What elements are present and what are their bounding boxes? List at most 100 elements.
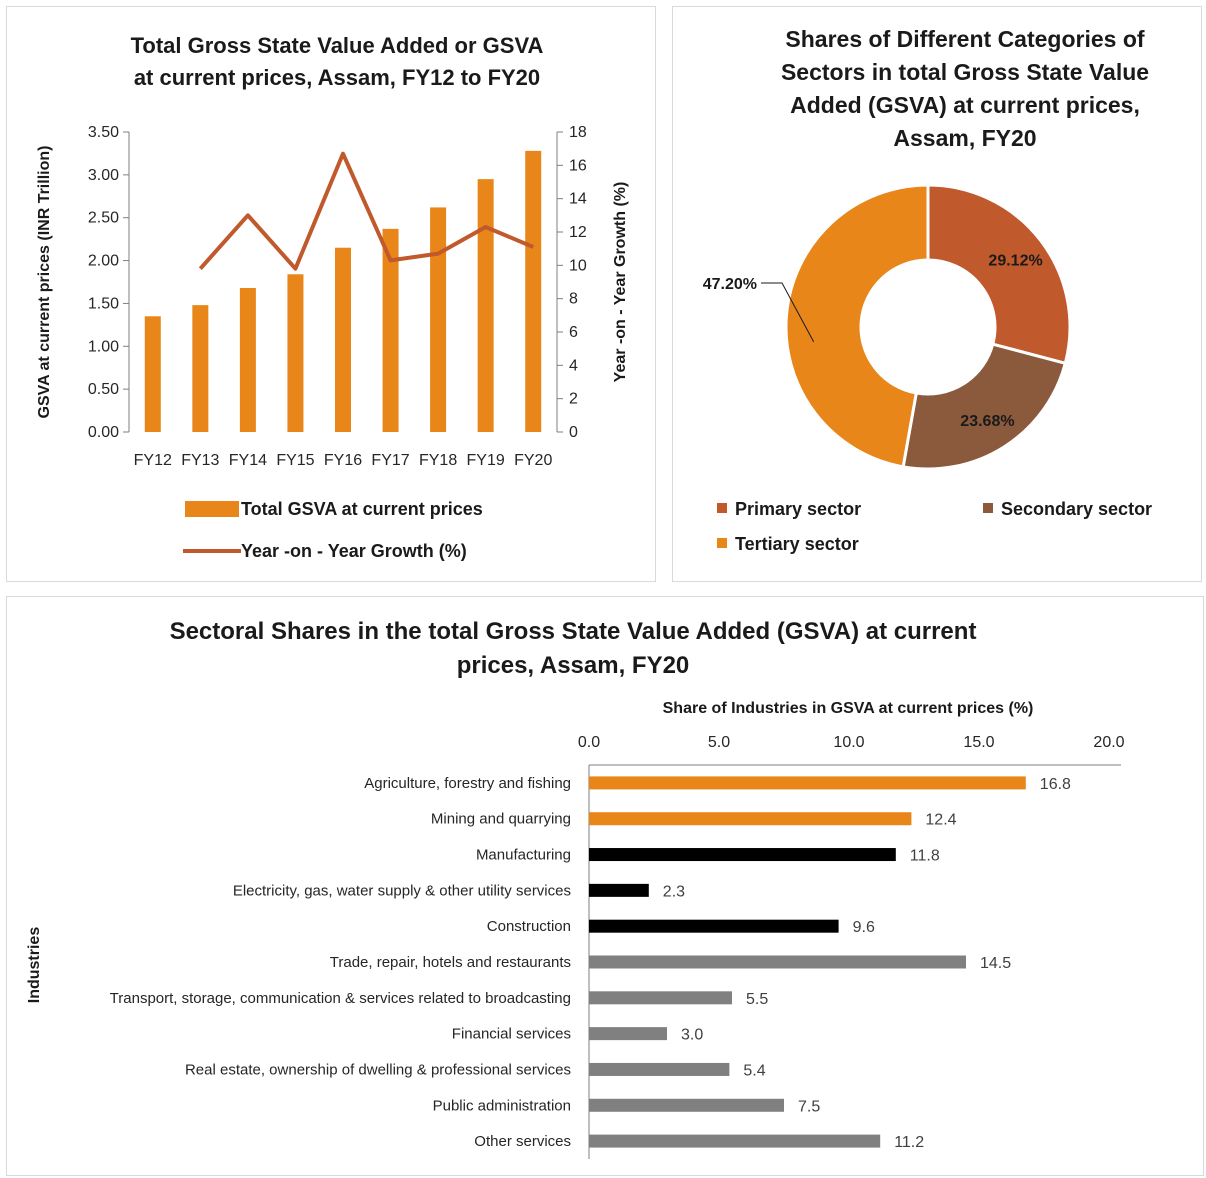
industry-category-label: Electricity, gas, water supply & other u… bbox=[233, 882, 571, 899]
x-tick-label: 15.0 bbox=[963, 734, 994, 751]
legend-label: Primary sector bbox=[735, 499, 861, 519]
x-tick-label: FY20 bbox=[514, 452, 552, 469]
donut-title-line: Sectors in total Gross State Value bbox=[781, 59, 1149, 85]
industry-bar bbox=[589, 1134, 881, 1148]
industry-category-label: Other services bbox=[474, 1133, 571, 1150]
left-y-tick-label: 1.50 bbox=[88, 295, 119, 312]
industry-bar bbox=[589, 955, 966, 969]
x-tick-label: FY19 bbox=[467, 452, 505, 469]
legend-label: Secondary sector bbox=[1001, 499, 1152, 519]
x-tick-label: 20.0 bbox=[1093, 734, 1124, 751]
industry-bar bbox=[589, 1098, 784, 1112]
right-y-tick-label: 10 bbox=[569, 257, 587, 274]
gsva-bar bbox=[382, 228, 399, 432]
donut-slice bbox=[901, 342, 1068, 471]
legend-swatch bbox=[717, 503, 727, 513]
bar-data-label: 9.6 bbox=[853, 919, 875, 936]
right-y-tick-label: 6 bbox=[569, 324, 578, 341]
industry-category-label: Agriculture, forestry and fishing bbox=[364, 775, 571, 792]
bar-data-label: 14.5 bbox=[980, 955, 1011, 972]
right-y-tick-label: 4 bbox=[569, 357, 578, 374]
bar-data-label: 5.5 bbox=[746, 991, 768, 1008]
gsva-bar bbox=[525, 150, 542, 432]
bar-data-label: 5.4 bbox=[743, 1062, 765, 1079]
bar-data-label: 11.2 bbox=[894, 1134, 924, 1151]
donut-title-line: Added (GSVA) at current prices, bbox=[790, 92, 1140, 118]
industry-bar bbox=[589, 848, 896, 862]
industry-bar bbox=[589, 919, 839, 933]
left-y-tick-label: 0.50 bbox=[88, 381, 119, 398]
legend-label: Tertiary sector bbox=[735, 534, 859, 554]
industry-bar bbox=[589, 883, 649, 897]
left-y-tick-label: 1.00 bbox=[88, 338, 119, 355]
x-tick-label: FY12 bbox=[134, 452, 172, 469]
industry-share-bar-chart: Sectoral Shares in the total Gross State… bbox=[26, 618, 1125, 1159]
industry-category-label: Real estate, ownership of dwelling & pro… bbox=[185, 1061, 571, 1078]
gsva-trend-chart-panel: Total Gross State Value Added or GSVA at … bbox=[6, 6, 656, 582]
industry-bar bbox=[589, 812, 912, 826]
x-tick-label: 10.0 bbox=[833, 734, 864, 751]
legend-bar-swatch bbox=[185, 501, 239, 517]
industry-category-label: Transport, storage, communication & serv… bbox=[110, 990, 571, 1007]
industry-bar bbox=[589, 1027, 667, 1041]
bar-data-label: 2.3 bbox=[663, 883, 685, 900]
bar-chart-title-line: prices, Assam, FY20 bbox=[457, 652, 690, 679]
right-y-tick-label: 2 bbox=[569, 391, 578, 408]
bar-data-label: 12.4 bbox=[925, 812, 956, 829]
industry-bar bbox=[589, 991, 732, 1005]
sector-share-donut-chart: Shares of Different Categories of Sectors… bbox=[703, 26, 1152, 554]
growth-line bbox=[198, 151, 534, 271]
right-y-tick-label: 16 bbox=[569, 157, 587, 174]
x-tick-label: 5.0 bbox=[708, 734, 730, 751]
right-y-tick-label: 18 bbox=[569, 124, 587, 141]
x-tick-label: FY14 bbox=[229, 452, 267, 469]
bar-data-label: 11.8 bbox=[910, 848, 940, 865]
gsva-bar bbox=[144, 316, 161, 432]
x-tick-label: FY18 bbox=[419, 452, 457, 469]
left-y-tick-label: 2.50 bbox=[88, 210, 119, 227]
x-tick-label: FY15 bbox=[276, 452, 314, 469]
donut-title-line: Shares of Different Categories of bbox=[785, 26, 1144, 52]
industry-bar bbox=[589, 776, 1026, 790]
gsva-bar bbox=[192, 305, 209, 432]
left-y-tick-label: 0.00 bbox=[88, 424, 119, 441]
legend-bar-label: Total GSVA at current prices bbox=[241, 499, 483, 519]
gsva-bar bbox=[287, 274, 304, 432]
gsva-trend-chart: Total Gross State Value Added or GSVA at … bbox=[36, 33, 629, 561]
gsva-bar bbox=[239, 288, 256, 432]
left-y-tick-label: 2.00 bbox=[88, 253, 119, 270]
donut-slice-label: 23.68% bbox=[960, 413, 1014, 430]
donut-slice bbox=[784, 183, 930, 469]
donut-title-line: Assam, FY20 bbox=[893, 125, 1036, 151]
gsva-bar bbox=[335, 247, 351, 432]
industry-bar bbox=[589, 1062, 730, 1076]
legend-swatch bbox=[717, 538, 727, 548]
left-y-tick-label: 3.50 bbox=[88, 124, 119, 141]
industry-category-label: Trade, repair, hotels and restaurants bbox=[330, 954, 571, 971]
left-y-tick-label: 3.00 bbox=[88, 167, 119, 184]
right-y-tick-label: 14 bbox=[569, 191, 587, 208]
chart-title-line: at current prices, Assam, FY12 to FY20 bbox=[134, 65, 540, 90]
bar-data-label: 16.8 bbox=[1040, 776, 1071, 793]
donut-slice-label: 29.12% bbox=[988, 253, 1042, 270]
x-tick-label: FY17 bbox=[371, 452, 409, 469]
industry-category-label: Financial services bbox=[452, 1026, 571, 1043]
left-y-axis-title: GSVA at current prices (INR Trillion) bbox=[36, 146, 53, 419]
industry-category-label: Construction bbox=[487, 918, 571, 935]
right-y-tick-label: 0 bbox=[569, 424, 578, 441]
right-y-axis-title: Year -on - Year Growth (%) bbox=[612, 182, 629, 383]
x-tick-label: FY13 bbox=[181, 452, 219, 469]
legend-swatch bbox=[983, 503, 993, 513]
donut-slice-label: 47.20% bbox=[703, 276, 757, 293]
x-axis-title: Share of Industries in GSVA at current p… bbox=[663, 700, 1034, 717]
gsva-bar bbox=[477, 179, 494, 432]
legend-line-label: Year -on - Year Growth (%) bbox=[241, 541, 467, 561]
industry-share-bar-panel: Sectoral Shares in the total Gross State… bbox=[6, 596, 1204, 1176]
industry-category-label: Public administration bbox=[433, 1097, 571, 1114]
sector-share-donut-panel: Shares of Different Categories of Sectors… bbox=[672, 6, 1202, 582]
x-tick-label: FY16 bbox=[324, 452, 362, 469]
chart-title-line: Total Gross State Value Added or GSVA bbox=[131, 33, 544, 58]
y-axis-title: Industries bbox=[26, 927, 43, 1004]
bar-data-label: 7.5 bbox=[798, 1098, 820, 1115]
industry-category-label: Manufacturing bbox=[476, 847, 571, 864]
